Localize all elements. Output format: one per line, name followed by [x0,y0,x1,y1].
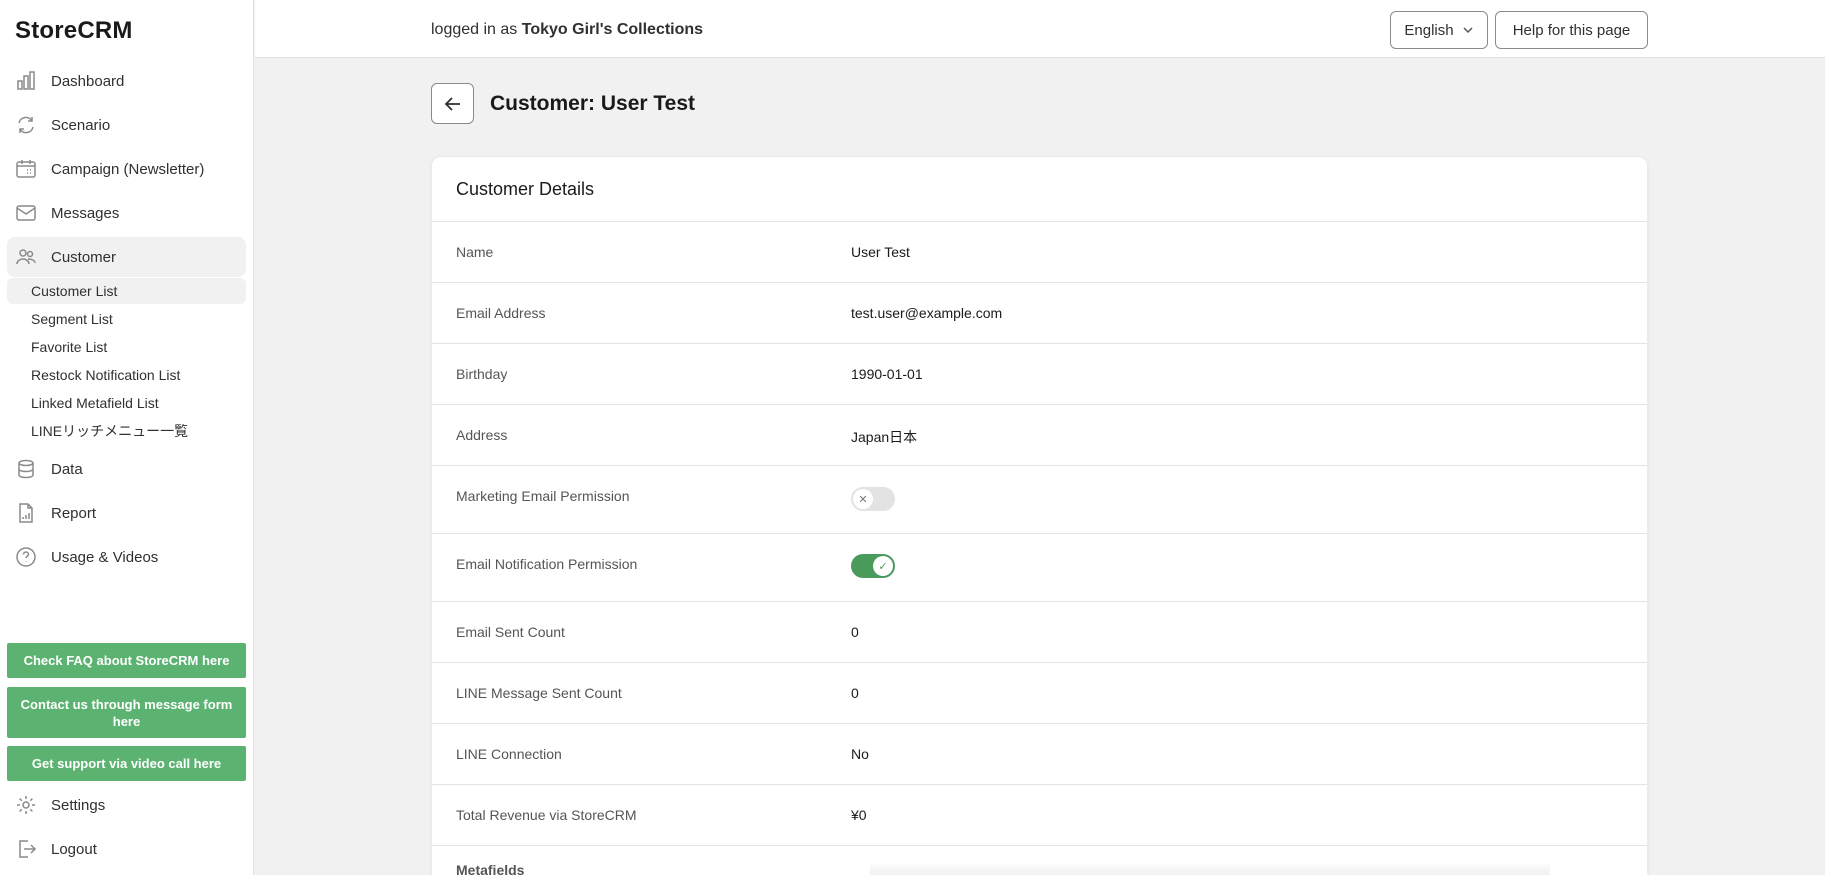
sidebar-item-label: Logout [51,840,97,858]
detail-row-address: Address Japan日本 [432,404,1647,465]
detail-row-line-connection: LINE Connection No [432,723,1647,784]
detail-row-marketing-email-permission: Marketing Email Permission ✕ [432,465,1647,533]
sidebar-item-campaign[interactable]: Campaign (Newsletter) [7,149,246,189]
row-label: Name [456,244,494,260]
row-value: 1990-01-01 [851,366,923,382]
video-call-support-button[interactable]: Get support via video call here [7,746,246,781]
row-value: 0 [851,685,859,701]
detail-row-metafields: Metafields [432,845,1647,875]
logged-in-text: logged in as Tokyo Girl's Collections [431,21,703,39]
back-button[interactable] [431,83,474,124]
detail-row-line-message-sent-count: LINE Message Sent Count 0 [432,662,1647,723]
faq-button[interactable]: Check FAQ about StoreCRM here [7,643,246,678]
mail-icon [15,202,37,224]
app-logo[interactable]: StoreCRM [15,17,133,44]
sidebar-subitem-customer-list[interactable]: Customer List [7,278,246,304]
bar-chart-icon [15,70,37,92]
logged-in-prefix: logged in as [431,21,518,38]
row-label: LINE Message Sent Count [456,685,622,701]
sidebar-item-scenario[interactable]: Scenario [7,105,246,145]
sidebar-item-label: Customer [51,248,117,266]
card-title: Customer Details [456,179,595,199]
report-icon [15,502,37,524]
sidebar-item-label: Scenario [51,116,111,134]
sidebar-item-customer[interactable]: Customer [7,237,246,277]
detail-row-birthday: Birthday 1990-01-01 [432,343,1647,404]
row-value: ¥0 [851,807,867,823]
sidebar-item-label: Campaign (Newsletter) [51,160,205,178]
sidebar-subitem-label: Segment List [31,311,113,327]
row-label: Metafields [456,862,525,875]
detail-row-email-sent-count: Email Sent Count 0 [432,601,1647,662]
sidebar-subitem-favorite-list[interactable]: Favorite List [7,334,246,360]
detail-row-email-notification-permission: Email Notification Permission ✓ [432,533,1647,601]
sidebar-item-label: Data [51,460,83,478]
close-icon: ✕ [853,489,873,509]
row-label: LINE Connection [456,746,562,762]
sidebar-item-label: Report [51,504,97,522]
store-name: Tokyo Girl's Collections [521,21,704,38]
detail-row-email: Email Address test.user@example.com [432,282,1647,343]
sidebar-subitem-label: Customer List [31,283,118,299]
sidebar-item-label: Usage & Videos [51,548,159,566]
sidebar-subitem-restock-list[interactable]: Restock Notification List [7,362,246,388]
check-icon: ✓ [873,556,893,576]
row-value: No [851,746,869,762]
sidebar-item-messages[interactable]: Messages [7,193,246,233]
language-label: English [1404,21,1454,39]
logout-icon [15,838,37,860]
sidebar-item-label: Settings [51,796,106,814]
sidebar-item-label: Dashboard [51,72,125,90]
sidebar-item-dashboard[interactable]: Dashboard [7,61,246,101]
arrow-left-icon [443,94,463,114]
gear-icon [15,794,37,816]
row-label: Email Notification Permission [456,556,638,572]
row-value: test.user@example.com [851,305,1003,321]
row-label: Email Address [456,305,546,321]
database-icon [15,458,37,480]
row-label: Marketing Email Permission [456,488,630,504]
row-label: Address [456,427,508,443]
sidebar-item-data[interactable]: Data [7,449,246,489]
refresh-icon [15,114,37,136]
sidebar-subitem-label: Linked Metafield List [31,395,159,411]
detail-row-name: Name User Test [432,221,1647,282]
row-label: Email Sent Count [456,624,565,640]
row-value: 0 [851,624,859,640]
help-page-button[interactable]: Help for this page [1495,11,1648,49]
language-select[interactable]: English [1390,11,1488,49]
sidebar-subitem-label: LINEリッチメニュー一覧 [31,423,189,439]
customer-details-card: Customer Details Name User Test Email Ad… [431,156,1648,875]
contact-form-button[interactable]: Contact us through message form here [7,687,246,738]
row-value: Japan日本 [851,429,918,445]
row-value: User Test [851,244,910,260]
row-label: Total Revenue via StoreCRM [456,807,637,823]
top-bar: logged in as Tokyo Girl's Collections En… [255,0,1825,58]
calendar-icon [15,158,37,180]
sidebar-item-logout[interactable]: Logout [7,829,246,869]
detail-row-total-revenue: Total Revenue via StoreCRM ¥0 [432,784,1647,845]
sidebar-item-label: Messages [51,204,120,222]
sidebar-subitem-metafield-list[interactable]: Linked Metafield List [7,390,246,416]
sidebar-subitem-label: Restock Notification List [31,367,181,383]
sidebar-item-usage-videos[interactable]: Usage & Videos [7,537,246,577]
sidebar-subitem-label: Favorite List [31,339,108,355]
sidebar-subitem-segment-list[interactable]: Segment List [7,306,246,332]
row-label: Birthday [456,366,508,382]
scroll-shadow [870,862,1550,875]
people-icon [15,246,37,268]
email-notification-toggle[interactable]: ✓ [851,554,895,578]
page-title: Customer: User Test [490,92,695,115]
sidebar-item-report[interactable]: Report [7,493,246,533]
help-icon [15,546,37,568]
sidebar-item-settings[interactable]: Settings [7,785,246,825]
help-page-label: Help for this page [1512,21,1631,39]
sidebar: StoreCRM Dashboard Scenario Campaign (Ne… [0,0,254,875]
chevron-down-icon [1462,24,1474,36]
sidebar-subitem-line-richmenu-list[interactable]: LINEリッチメニュー一覧 [7,418,246,444]
marketing-email-toggle[interactable]: ✕ [851,487,895,511]
